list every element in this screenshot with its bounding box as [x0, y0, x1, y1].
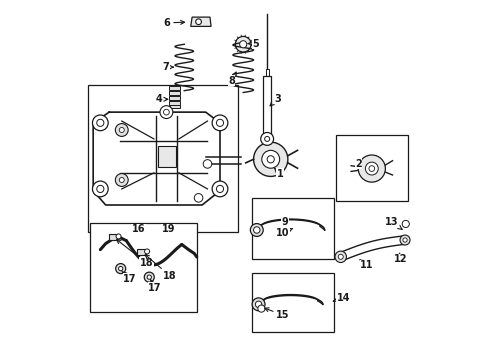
Text: 6: 6 [164, 18, 185, 28]
Circle shape [212, 115, 228, 131]
Text: 3: 3 [270, 94, 281, 106]
Circle shape [240, 41, 247, 48]
Text: 7: 7 [162, 62, 173, 72]
Text: 11: 11 [360, 260, 374, 270]
Circle shape [93, 115, 108, 131]
Polygon shape [191, 17, 211, 26]
Text: 4: 4 [156, 94, 168, 104]
Circle shape [119, 127, 124, 132]
Text: 1: 1 [274, 168, 283, 179]
Bar [170, 105, 180, 108]
Circle shape [93, 181, 108, 197]
Circle shape [262, 150, 280, 168]
Circle shape [144, 272, 154, 282]
Circle shape [358, 155, 386, 182]
Bar [88, 85, 238, 232]
Bar [169, 96, 180, 100]
Circle shape [235, 36, 251, 52]
Circle shape [203, 159, 212, 168]
Circle shape [196, 19, 201, 24]
Circle shape [145, 249, 149, 254]
Circle shape [194, 194, 203, 202]
Circle shape [253, 227, 260, 233]
Text: 2: 2 [355, 159, 362, 169]
Circle shape [116, 264, 126, 274]
Circle shape [115, 174, 128, 186]
Circle shape [147, 275, 151, 279]
Circle shape [267, 156, 274, 163]
Text: 16: 16 [132, 224, 146, 234]
Bar [252, 198, 334, 258]
Circle shape [115, 123, 128, 136]
Circle shape [119, 266, 123, 271]
Text: 14: 14 [333, 293, 350, 303]
Circle shape [253, 142, 288, 176]
Text: 10: 10 [276, 228, 293, 238]
Circle shape [119, 177, 124, 183]
Bar [90, 223, 197, 312]
Bar [169, 102, 180, 105]
Bar [137, 249, 146, 255]
Text: 18: 18 [145, 255, 177, 281]
Circle shape [403, 238, 407, 242]
Text: 19: 19 [161, 224, 175, 234]
Circle shape [217, 185, 223, 193]
Text: 8: 8 [228, 72, 236, 86]
Circle shape [400, 235, 410, 245]
Text: 18: 18 [117, 240, 153, 268]
Bar [169, 91, 180, 95]
Text: 5: 5 [248, 39, 259, 49]
Bar [263, 76, 271, 134]
Circle shape [250, 224, 263, 237]
Circle shape [164, 109, 169, 115]
Circle shape [258, 305, 265, 312]
Circle shape [217, 119, 223, 126]
Text: 17: 17 [148, 280, 162, 293]
Bar [336, 135, 408, 202]
Bar [158, 146, 176, 167]
Circle shape [160, 106, 173, 118]
Circle shape [252, 298, 265, 311]
Bar [169, 86, 180, 90]
Bar [266, 69, 269, 80]
Text: 15: 15 [265, 308, 290, 320]
Bar [109, 234, 117, 240]
Circle shape [97, 185, 104, 193]
Bar [252, 273, 334, 332]
Circle shape [335, 251, 346, 262]
Circle shape [255, 301, 262, 307]
Circle shape [97, 119, 104, 126]
Text: 13: 13 [386, 217, 402, 229]
Circle shape [369, 166, 375, 171]
Circle shape [338, 254, 343, 259]
Circle shape [265, 136, 270, 141]
Text: 12: 12 [393, 253, 407, 264]
Circle shape [366, 162, 378, 175]
Circle shape [212, 181, 228, 197]
Circle shape [402, 220, 409, 228]
Circle shape [261, 132, 273, 145]
Circle shape [116, 234, 121, 239]
Text: 9: 9 [282, 217, 289, 227]
Text: 17: 17 [122, 271, 137, 284]
